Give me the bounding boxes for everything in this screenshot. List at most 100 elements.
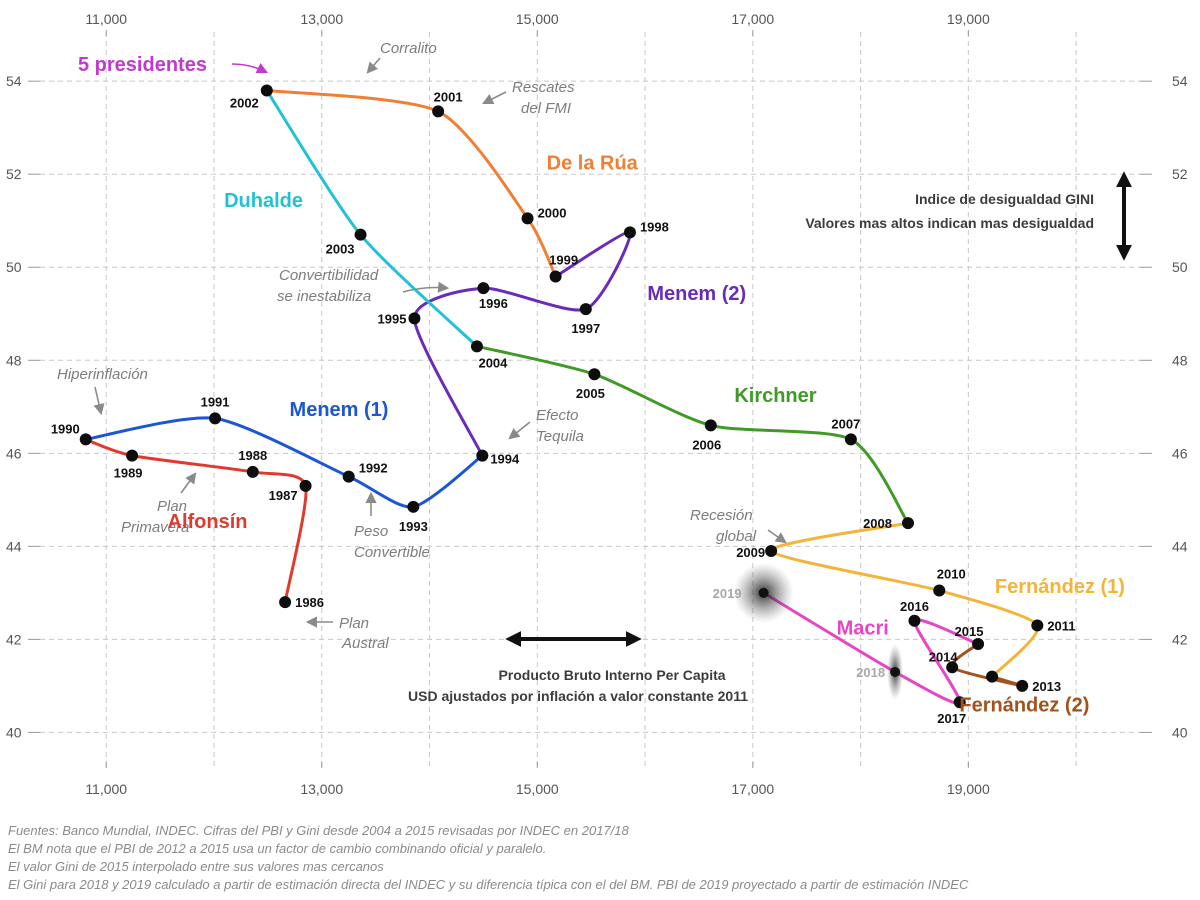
y-tick-label-right: 52 [1172, 166, 1188, 182]
series-label-fernandez-2: Fernández (2) [959, 695, 1089, 717]
point-2019 [758, 587, 769, 598]
arrow-hiperinflacion [93, 386, 105, 416]
annotation-recesion-2: global [716, 528, 757, 545]
year-label-1994: 1994 [490, 452, 520, 467]
annotations: 5 presidentes Corralito Rescates del FMI… [57, 40, 787, 652]
year-label-2015: 2015 [955, 624, 984, 639]
year-label-2019: 2019 [713, 586, 742, 601]
y-tick-label-left: 48 [6, 352, 22, 368]
x-tick-label-top: 11,000 [85, 11, 127, 27]
point-2001 [432, 105, 445, 118]
year-label-2003: 2003 [326, 242, 355, 257]
note-line: El BM nota que el PBI de 2012 a 2015 usa… [8, 841, 547, 856]
x-tick-label-bottom: 19,000 [947, 781, 990, 797]
year-label-1996: 1996 [479, 296, 508, 311]
year-label-2016: 2016 [900, 599, 929, 614]
annotation-hiperinflacion: Hiperinflación [57, 366, 148, 383]
series-line-menem-1 [84, 416, 484, 509]
point-2017 [953, 696, 966, 709]
annotation-cinco-presidentes: 5 presidentes [78, 54, 207, 76]
year-label-1989: 1989 [114, 466, 143, 481]
y-tick-label-right: 50 [1172, 259, 1188, 275]
point-2018 [890, 666, 901, 677]
y-tick-label-left: 40 [6, 724, 22, 740]
x-tick-label-top: 17,000 [731, 11, 774, 27]
x-axis-label-line2: USD ajustados por inflación a valor cons… [408, 688, 748, 704]
axis-info: Indice de desigualdad GINI Valores mas a… [408, 171, 1132, 704]
point-1993 [407, 500, 420, 513]
annotation-recesion-1: Recesión [690, 507, 753, 524]
point-2007 [844, 433, 857, 446]
series-line-menem-2 [412, 230, 632, 458]
point-2012 [986, 670, 999, 683]
point-1995 [408, 312, 421, 325]
annotation-peso-2: Convertible [354, 544, 430, 561]
series-label-menem-2: Menem (2) [647, 283, 746, 305]
annotation-peso-1: Peso [354, 523, 388, 540]
y-tick-label-left: 54 [6, 73, 22, 89]
note-line: El valor Gini de 2015 interpolado entre … [8, 859, 384, 874]
y-tick-label-left: 46 [6, 445, 22, 461]
year-label-1992: 1992 [359, 461, 388, 476]
point-2003 [354, 228, 367, 241]
point-2010 [933, 584, 946, 597]
series-label-menem-1: Menem (1) [290, 399, 389, 421]
point-2004 [470, 340, 483, 353]
y-tick-label-right: 40 [1172, 724, 1188, 740]
year-label-1991: 1991 [201, 394, 230, 409]
year-labels: 1986 1987 1988 1989 1990 1991 1992 1993 1994 1995… [51, 89, 1076, 726]
year-label-1986: 1986 [295, 595, 324, 610]
point-1992 [342, 470, 355, 483]
year-label-2009: 2009 [736, 545, 765, 560]
x-axis-label-line1: Producto Bruto Interno Per Capita [498, 667, 725, 683]
series-line-de-la-rua [265, 89, 558, 279]
grid [40, 32, 1140, 770]
year-label-1995: 1995 [378, 311, 407, 326]
year-label-1998: 1998 [640, 219, 669, 234]
y-tick-label-right: 48 [1172, 352, 1188, 368]
x-tick-label-top: 19,000 [947, 11, 990, 27]
year-label-2006: 2006 [692, 437, 721, 452]
point-2002 [260, 84, 273, 97]
annotation-plan-austral-1: Plan [339, 615, 369, 632]
gini-vs-gdp-chart: 11,000 11,000 13,000 13,000 15,000 15,000 17,0… [6, 11, 1188, 797]
series-labels: Alfonsín Menem (1) Menem (2) De la Rúa Duhal… [168, 153, 1125, 717]
x-tick-label-bottom: 11,000 [85, 781, 127, 797]
annotation-plan-austral-2: Austral [341, 635, 389, 652]
year-label-2005: 2005 [576, 386, 605, 401]
arrow-efecto-tequila [508, 421, 531, 440]
data-points [79, 84, 1044, 709]
annotation-rescates-1: Rescates [512, 79, 575, 96]
annotation-convertibilidad-2: se inestabiliza [277, 288, 371, 305]
annotation-efecto-2: Tequila [536, 428, 584, 445]
point-1989 [126, 449, 139, 462]
year-label-2013: 2013 [1032, 679, 1061, 694]
point-1987 [299, 479, 312, 492]
point-1994 [476, 449, 489, 462]
year-label-1987: 1987 [269, 488, 298, 503]
annotation-efecto-1: Efecto [536, 407, 579, 424]
x-tick-label-bottom: 13,000 [300, 781, 343, 797]
y-axis-label-line2: Valores mas altos indican mas desigualda… [805, 215, 1094, 231]
year-label-2000: 2000 [538, 205, 567, 220]
year-label-2001: 2001 [434, 89, 463, 104]
x-tick-label-bottom: 15,000 [516, 781, 559, 797]
note-line: El Gini para 2018 y 2019 calculado a par… [8, 877, 969, 892]
series-label-alfonsin: Alfonsín [168, 511, 248, 533]
arrow-cinco-presidentes [231, 62, 269, 74]
y-tick-label-left: 50 [6, 259, 22, 275]
year-label-1988: 1988 [238, 448, 267, 463]
year-label-2014: 2014 [929, 649, 959, 664]
y-tick-label-right: 42 [1172, 631, 1188, 647]
arrow-convertibilidad [402, 281, 450, 293]
point-2011 [1031, 619, 1044, 632]
arrow-recesion [767, 529, 787, 544]
annotation-plan-primavera-1: Plan [157, 498, 187, 515]
year-label-2018: 2018 [856, 665, 885, 680]
y-tick-label-left: 42 [6, 631, 22, 647]
point-2014 [946, 661, 959, 674]
year-label-1997: 1997 [571, 321, 600, 336]
note-line: Fuentes: Banco Mundial, INDEC. Cifras de… [8, 823, 629, 838]
point-2005 [588, 368, 601, 381]
axis-ticks: 11,000 11,000 13,000 13,000 15,000 15,000 17,0… [6, 11, 1188, 797]
